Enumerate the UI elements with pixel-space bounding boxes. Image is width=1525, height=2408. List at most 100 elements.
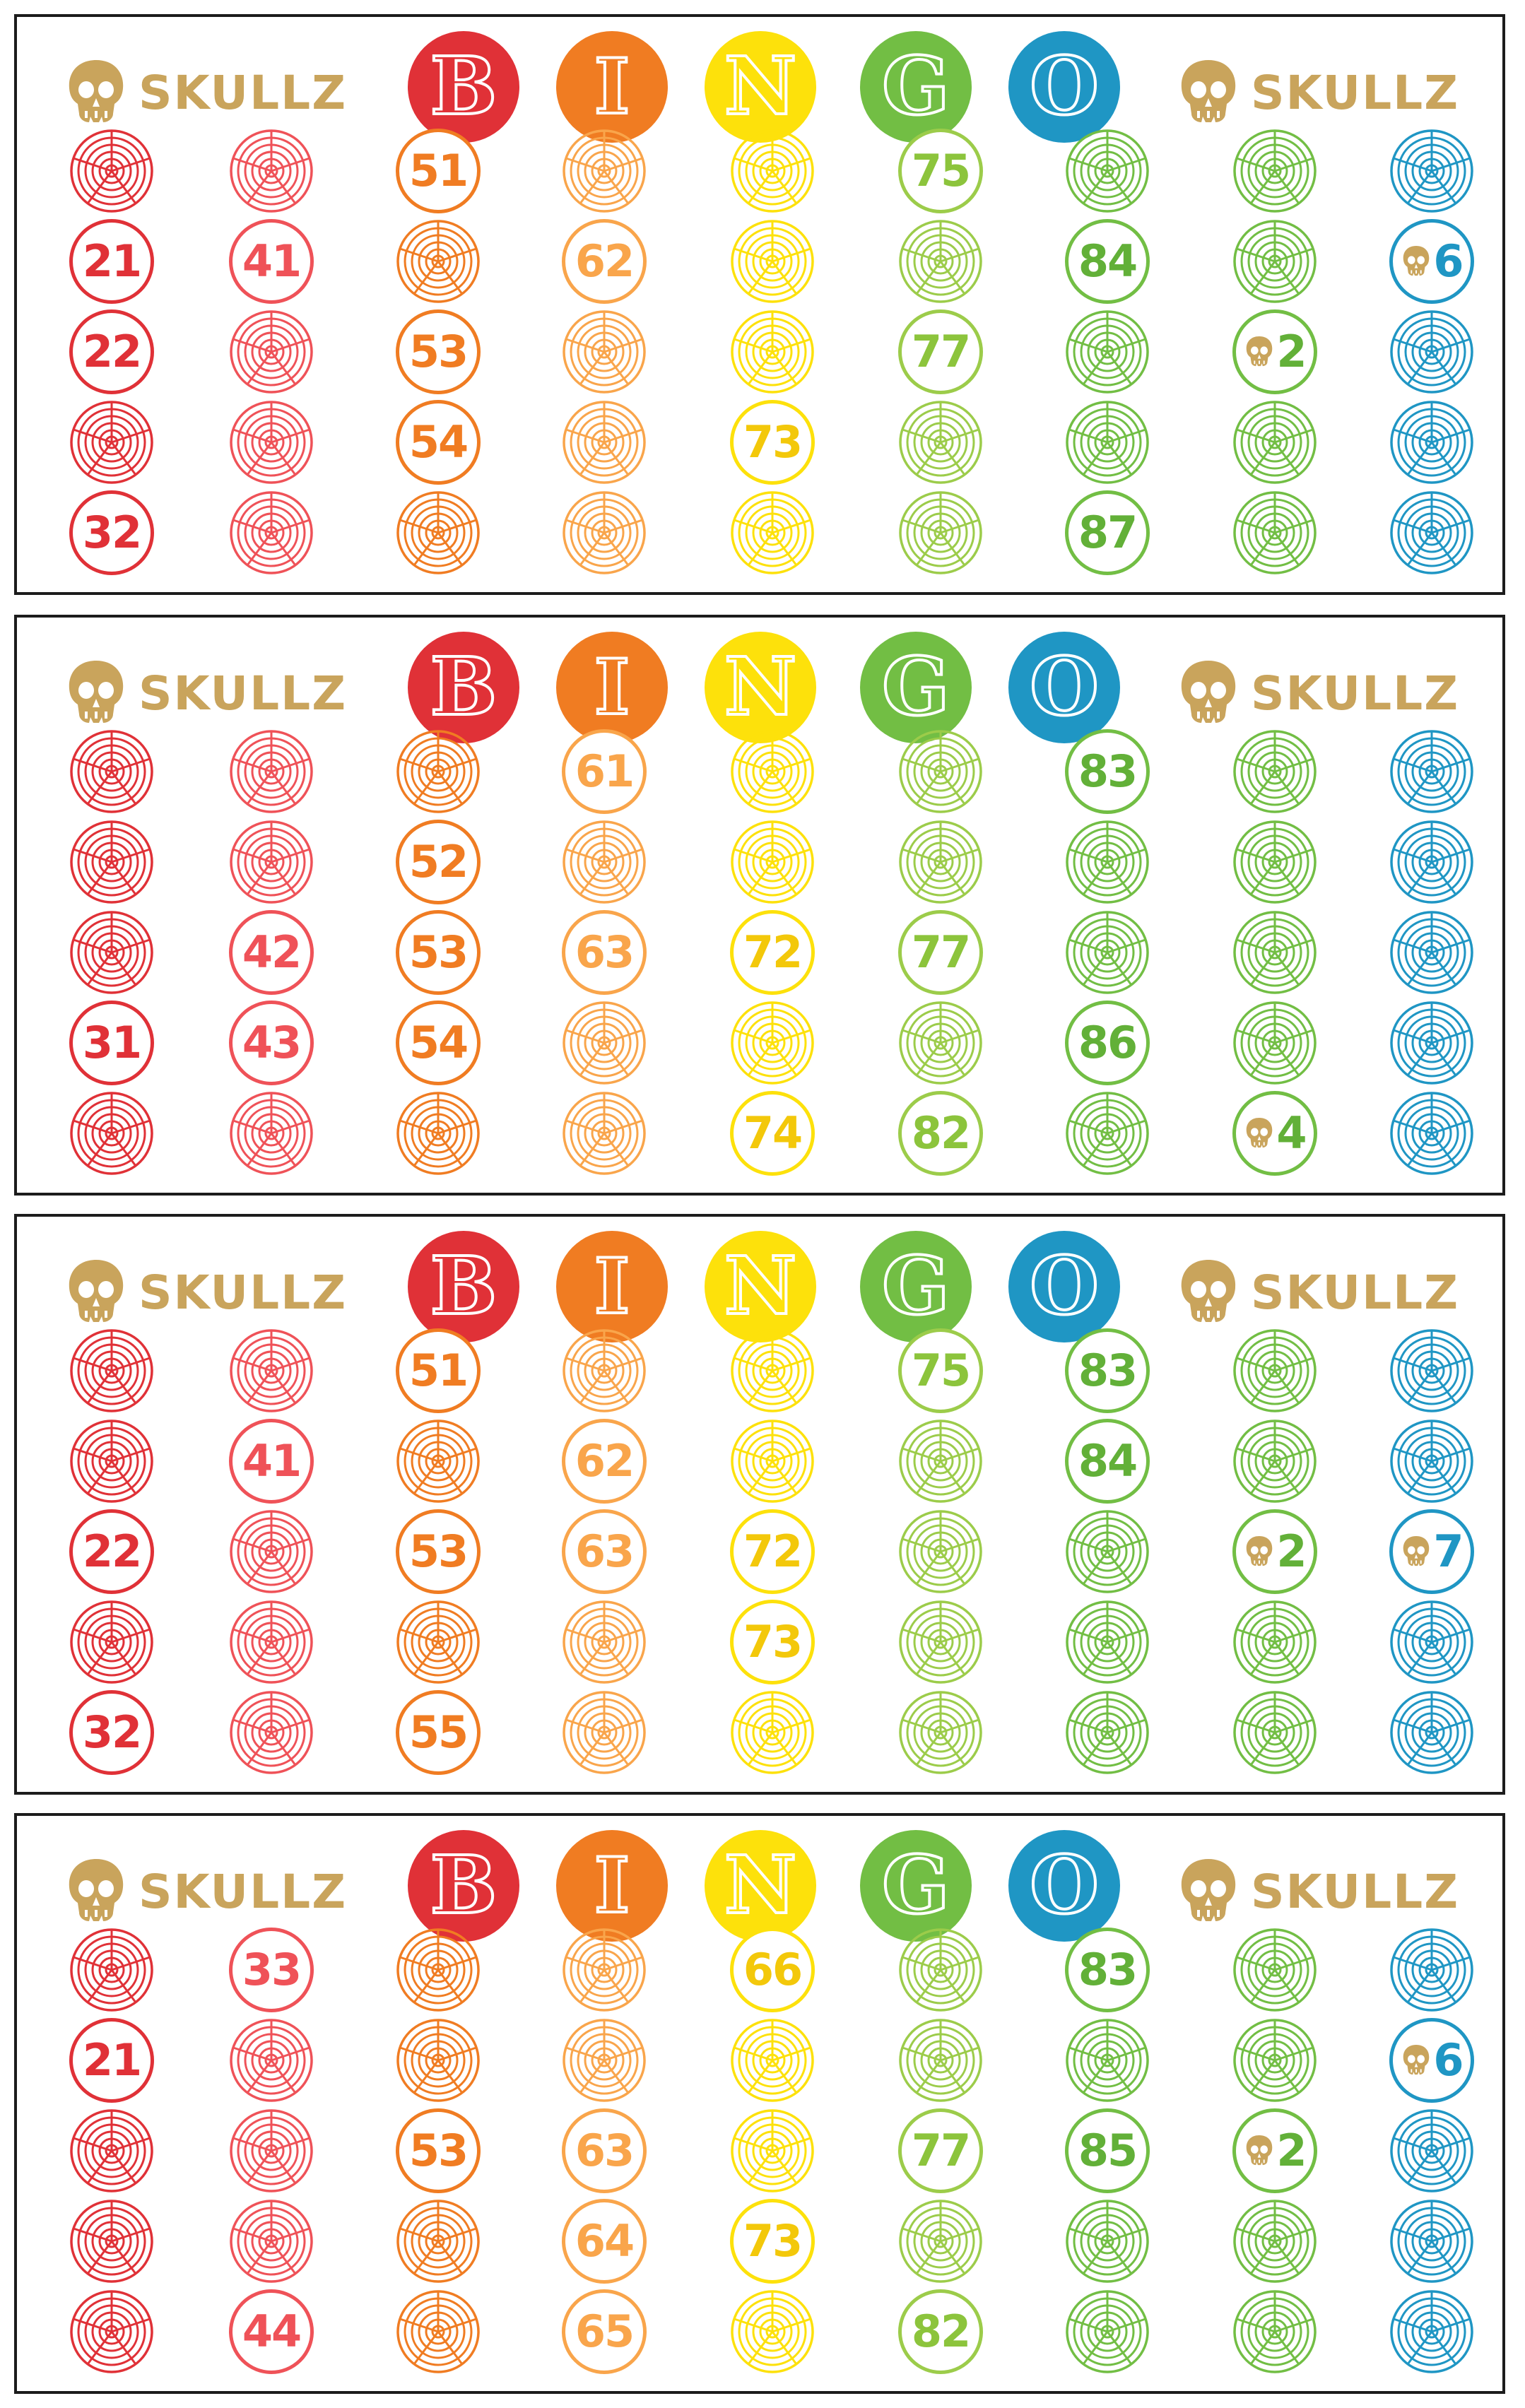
called-number[interactable]: 32 xyxy=(69,1690,154,1775)
called-number[interactable]: 86 xyxy=(1065,1001,1150,1085)
called-number[interactable]: 66 xyxy=(730,1928,815,2012)
spiderweb-cell[interactable] xyxy=(1389,910,1474,995)
called-number[interactable]: 63 xyxy=(562,910,647,995)
called-number[interactable]: 32 xyxy=(69,490,154,575)
spiderweb-cell[interactable] xyxy=(69,1419,154,1504)
spiderweb-cell[interactable] xyxy=(730,1328,815,1413)
spiderweb-cell[interactable] xyxy=(1232,219,1317,304)
spiderweb-cell[interactable] xyxy=(562,820,647,904)
spiderweb-cell[interactable] xyxy=(229,1690,314,1775)
spiderweb-cell[interactable] xyxy=(1232,1419,1317,1504)
spiderweb-cell[interactable] xyxy=(1065,2289,1150,2374)
spiderweb-cell[interactable] xyxy=(396,1600,481,1684)
spiderweb-cell[interactable] xyxy=(1389,1600,1474,1684)
spiderweb-cell[interactable] xyxy=(1232,820,1317,904)
called-number[interactable]: 82 xyxy=(898,2289,983,2374)
spiderweb-cell[interactable] xyxy=(1232,1600,1317,1684)
spiderweb-cell[interactable] xyxy=(69,129,154,213)
spiderweb-cell[interactable] xyxy=(1065,910,1150,995)
spiderweb-cell[interactable] xyxy=(562,1690,647,1775)
spiderweb-cell[interactable] xyxy=(1232,729,1317,814)
called-number[interactable]: 82 xyxy=(898,1091,983,1176)
spiderweb-cell[interactable] xyxy=(1065,309,1150,394)
spiderweb-cell[interactable] xyxy=(229,400,314,485)
spiderweb-cell[interactable] xyxy=(69,910,154,995)
spiderweb-cell[interactable] xyxy=(229,1600,314,1684)
called-number[interactable]: 75 xyxy=(898,129,983,213)
called-number[interactable]: 77 xyxy=(898,309,983,394)
called-number[interactable]: 63 xyxy=(562,2108,647,2193)
spiderweb-cell[interactable] xyxy=(229,820,314,904)
spiderweb-cell[interactable] xyxy=(1065,820,1150,904)
spiderweb-cell[interactable] xyxy=(1232,2199,1317,2284)
called-number[interactable]: 77 xyxy=(898,2108,983,2193)
called-number[interactable]: 74 xyxy=(730,1091,815,1176)
spiderweb-cell[interactable] xyxy=(562,129,647,213)
called-number[interactable]: 72 xyxy=(730,910,815,995)
called-number[interactable]: 4 xyxy=(1232,1091,1317,1176)
spiderweb-cell[interactable] xyxy=(229,2199,314,2284)
spiderweb-cell[interactable] xyxy=(396,2289,481,2374)
called-number[interactable]: 87 xyxy=(1065,490,1150,575)
spiderweb-cell[interactable] xyxy=(69,2108,154,2193)
called-number[interactable]: 62 xyxy=(562,1419,647,1504)
spiderweb-cell[interactable] xyxy=(1232,2289,1317,2374)
spiderweb-cell[interactable] xyxy=(69,1328,154,1413)
spiderweb-cell[interactable] xyxy=(898,1690,983,1775)
spiderweb-cell[interactable] xyxy=(898,1600,983,1684)
spiderweb-cell[interactable] xyxy=(730,490,815,575)
spiderweb-cell[interactable] xyxy=(1232,129,1317,213)
spiderweb-cell[interactable] xyxy=(69,2199,154,2284)
called-number[interactable]: 53 xyxy=(396,2108,481,2193)
spiderweb-cell[interactable] xyxy=(1065,2018,1150,2103)
spiderweb-cell[interactable] xyxy=(1232,910,1317,995)
spiderweb-cell[interactable] xyxy=(1065,129,1150,213)
spiderweb-cell[interactable] xyxy=(396,2199,481,2284)
spiderweb-cell[interactable] xyxy=(1389,2199,1474,2284)
spiderweb-cell[interactable] xyxy=(69,729,154,814)
spiderweb-cell[interactable] xyxy=(1389,1690,1474,1775)
spiderweb-cell[interactable] xyxy=(229,129,314,213)
called-number[interactable]: 53 xyxy=(396,910,481,995)
spiderweb-cell[interactable] xyxy=(898,820,983,904)
called-number[interactable]: 41 xyxy=(229,219,314,304)
spiderweb-cell[interactable] xyxy=(69,400,154,485)
spiderweb-cell[interactable] xyxy=(1232,1690,1317,1775)
spiderweb-cell[interactable] xyxy=(229,729,314,814)
called-number[interactable]: 41 xyxy=(229,1419,314,1504)
spiderweb-cell[interactable] xyxy=(562,1328,647,1413)
spiderweb-cell[interactable] xyxy=(898,1001,983,1085)
spiderweb-cell[interactable] xyxy=(562,490,647,575)
spiderweb-cell[interactable] xyxy=(396,219,481,304)
spiderweb-cell[interactable] xyxy=(562,1600,647,1684)
spiderweb-cell[interactable] xyxy=(1389,1091,1474,1176)
spiderweb-cell[interactable] xyxy=(229,490,314,575)
spiderweb-cell[interactable] xyxy=(1389,1001,1474,1085)
called-number[interactable]: 61 xyxy=(562,729,647,814)
spiderweb-cell[interactable] xyxy=(1232,490,1317,575)
called-number[interactable]: 44 xyxy=(229,2289,314,2374)
spiderweb-cell[interactable] xyxy=(229,2108,314,2193)
called-number[interactable]: 83 xyxy=(1065,1328,1150,1413)
spiderweb-cell[interactable] xyxy=(562,2018,647,2103)
spiderweb-cell[interactable] xyxy=(229,309,314,394)
spiderweb-cell[interactable] xyxy=(1389,129,1474,213)
spiderweb-cell[interactable] xyxy=(1065,1091,1150,1176)
called-number[interactable]: 51 xyxy=(396,1328,481,1413)
spiderweb-cell[interactable] xyxy=(69,1928,154,2012)
spiderweb-cell[interactable] xyxy=(730,729,815,814)
spiderweb-cell[interactable] xyxy=(730,1001,815,1085)
spiderweb-cell[interactable] xyxy=(898,2018,983,2103)
called-number[interactable]: 53 xyxy=(396,1509,481,1594)
spiderweb-cell[interactable] xyxy=(69,1091,154,1176)
spiderweb-cell[interactable] xyxy=(1389,1928,1474,2012)
called-number[interactable]: 62 xyxy=(562,219,647,304)
spiderweb-cell[interactable] xyxy=(562,1091,647,1176)
spiderweb-cell[interactable] xyxy=(898,2199,983,2284)
spiderweb-cell[interactable] xyxy=(1232,1328,1317,1413)
spiderweb-cell[interactable] xyxy=(1389,729,1474,814)
called-number[interactable]: 2 xyxy=(1232,1509,1317,1594)
spiderweb-cell[interactable] xyxy=(730,309,815,394)
spiderweb-cell[interactable] xyxy=(1389,820,1474,904)
called-number[interactable]: 22 xyxy=(69,1509,154,1594)
